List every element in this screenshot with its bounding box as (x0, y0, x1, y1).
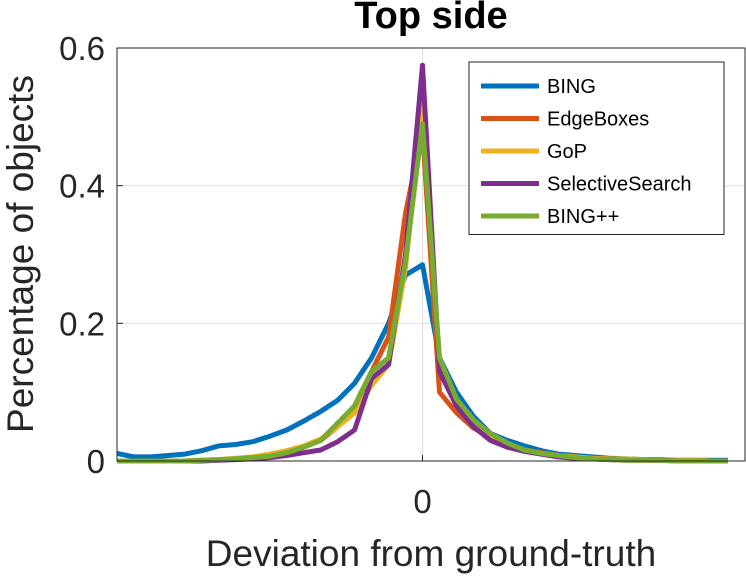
legend-label: BING (547, 76, 596, 98)
series-group (116, 62, 728, 464)
y-axis-label: Percentage of objects (0, 75, 41, 433)
ticks: 0 0.2 0.4 0.6 0 (59, 30, 432, 520)
chart-title: Top side (354, 0, 507, 37)
legend-box (468, 61, 725, 235)
y-tick-label: 0.2 (59, 305, 105, 342)
y-tick-label: 0.4 (59, 168, 105, 205)
series-line-bing- (117, 121, 728, 464)
x-tick-label: 0 (413, 483, 431, 520)
x-axis-label: Deviation from ground-truth (206, 533, 656, 574)
legend: BING EdgeBoxes GoP SelectiveSearch BING++ (468, 61, 725, 235)
legend-label: GoP (547, 141, 587, 163)
legend-label: EdgeBoxes (547, 109, 649, 131)
legend-label: BING++ (547, 206, 619, 228)
legend-label: SelectiveSearch (547, 174, 692, 196)
y-tick-label: 0 (87, 443, 105, 480)
y-tick-label: 0.6 (59, 30, 105, 67)
plot-area-border (116, 47, 746, 462)
